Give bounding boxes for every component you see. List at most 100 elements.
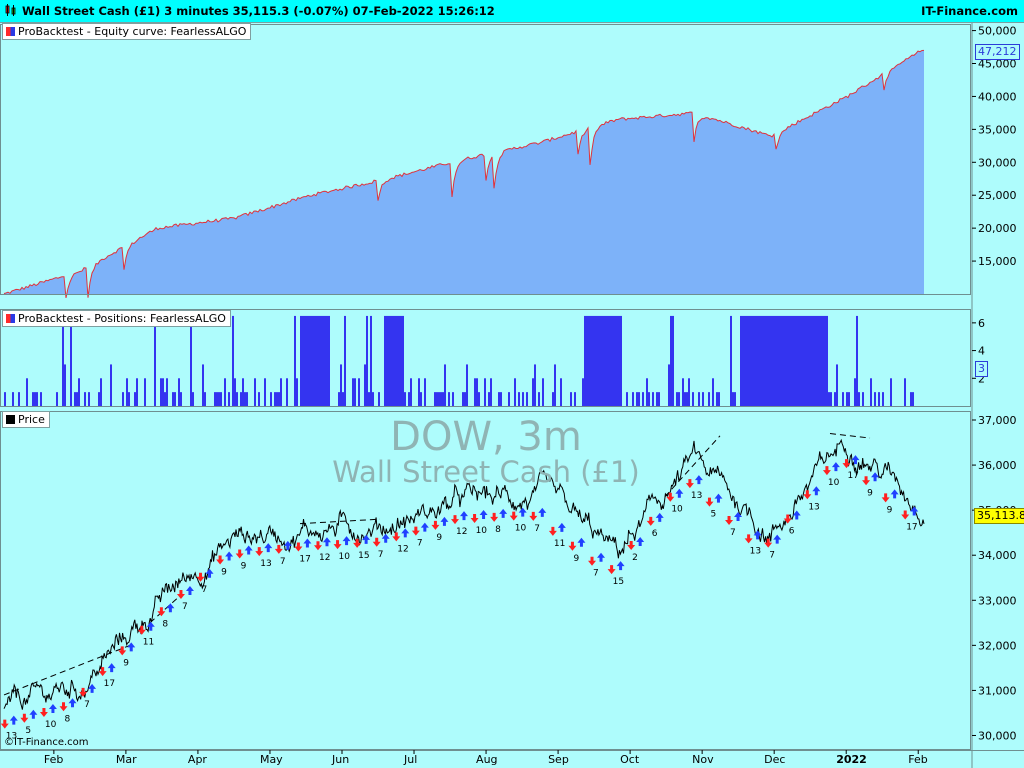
position-bar [734,392,736,406]
signal-count-label: 10 [339,552,351,562]
x-tick-label: Sep [548,753,569,766]
position-bar [586,315,588,406]
position-bar [178,378,180,406]
position-bar [254,378,256,406]
position-bar [498,392,500,406]
buy-signal-arrow [362,534,371,544]
position-bar [538,392,540,406]
price-panel-label[interactable]: Price [2,411,50,428]
equity-label-text: ProBacktest - Equity curve: FearlessALGO [18,25,247,38]
equity-y-tick-label: 25,000 [978,189,1017,202]
series-color-icon [6,314,15,323]
position-bar [744,315,746,406]
position-bar [322,315,324,406]
position-bar [890,378,892,406]
sell-signal-arrow [725,515,734,525]
x-tick-label: Jun [331,753,349,766]
equity-last-value-tag: 47,212 [975,44,1020,60]
price-y-tick-label: 37,000 [978,414,1017,427]
position-bar [62,315,64,406]
position-bar [122,392,124,406]
position-bar [620,315,622,406]
position-bar [74,392,76,406]
position-bar [280,378,282,406]
buy-signal-arrow [479,509,488,519]
position-bar [84,392,86,406]
buy-signal-arrow [792,510,801,520]
position-bar [598,315,600,406]
brand-link[interactable]: IT-Finance.com [921,4,1018,18]
position-bar [4,392,6,406]
position-bar [462,392,464,406]
position-bar [318,315,320,406]
buy-signal-arrow [127,642,136,652]
position-bar [606,315,608,406]
position-bar [278,392,280,406]
panel-border [0,411,971,750]
sell-signal-arrow [372,537,381,547]
position-bar [358,378,360,406]
sell-signal-arrow [744,534,753,544]
position-bar [344,315,346,406]
signal-count-label: 7 [202,585,208,595]
position-bar [70,315,72,406]
position-bar [526,392,528,406]
sell-signal-arrow [39,708,48,718]
signal-count-label: 9 [573,554,579,564]
signal-count-label: 7 [417,539,423,549]
position-bar [478,392,480,406]
positions-panel-label[interactable]: ProBacktest - Positions: FearlessALGO [2,310,231,327]
position-bar [716,392,718,406]
position-bar [12,392,14,406]
equity-panel-label[interactable]: ProBacktest - Equity curve: FearlessALGO [2,23,252,40]
position-bar [240,392,242,406]
buy-signal-arrow [440,516,449,526]
position-bar [772,315,774,406]
signal-count-label: 9 [241,561,247,571]
position-bar [780,315,782,406]
sell-signal-arrow [431,520,440,530]
position-bar [474,378,476,406]
buy-signal-arrow [381,533,390,543]
position-bar [394,315,396,406]
x-tick-label: Feb [44,753,63,766]
signal-count-label: 17 [299,555,310,565]
sell-signal-arrow [862,476,871,486]
sell-signal-arrow [666,492,675,502]
sell-signal-arrow [881,493,890,503]
buy-signal-arrow [244,545,253,555]
position-bar [910,392,912,406]
position-bar [370,315,372,406]
trend-line [664,435,721,497]
position-bar [214,392,216,406]
position-bar [518,392,520,406]
price-y-tick-label: 32,000 [978,639,1017,652]
position-bar [608,315,610,406]
position-bar [522,392,524,406]
positions-last-value-tag: 3 [975,361,988,377]
position-bar [40,392,42,406]
position-bar [110,364,112,406]
trend-line [829,433,871,439]
position-bar [756,315,758,406]
position-bar [672,315,674,406]
position-bar [794,315,796,406]
position-bar [582,378,584,406]
position-bar [476,378,478,406]
position-bar [302,315,304,406]
position-bar [258,392,260,406]
chart-canvas[interactable]: 13 5 10 8 7 17 9 11 8 7 7 9 9 13 7 17 12 10 15 7 12 7 9 12 10 8 10… [0,23,1024,768]
sell-signal-arrow [0,719,9,729]
signal-count-label: 10 [515,524,527,534]
position-bar [534,364,536,406]
buy-signal-arrow [420,522,429,532]
series-color-icon [6,415,15,424]
sell-signal-arrow [901,510,910,520]
sell-signal-arrow [783,514,792,524]
signal-count-label: 12 [397,544,408,554]
signal-count-label: 7 [84,700,90,710]
position-bar [388,315,390,406]
position-bar [670,315,672,406]
position-bar [338,392,340,406]
signal-count-label: 10 [828,478,840,488]
